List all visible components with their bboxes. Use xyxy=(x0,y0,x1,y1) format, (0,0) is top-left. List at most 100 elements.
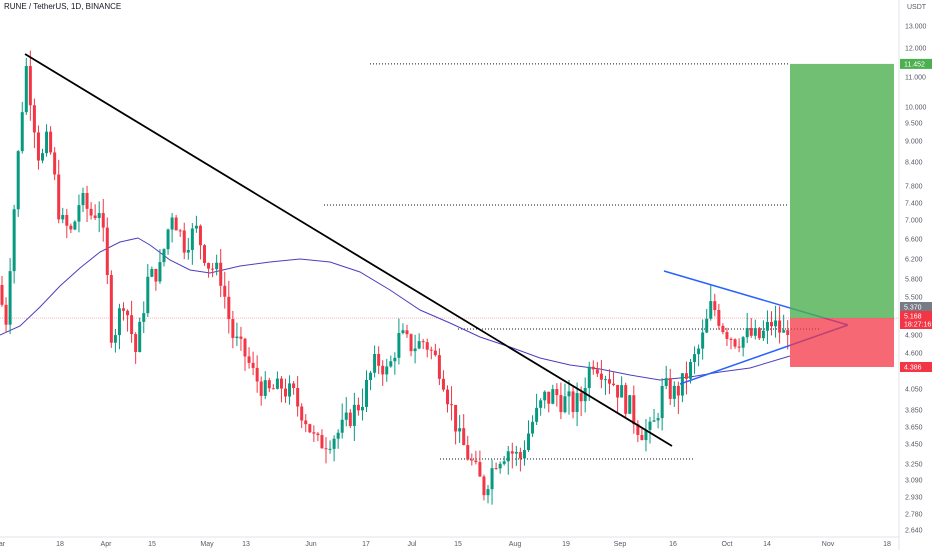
price-badge xyxy=(900,311,932,321)
candle-body xyxy=(413,348,417,352)
candle-body xyxy=(223,285,227,297)
price-tick-label: 2.780 xyxy=(905,512,923,519)
candle-body xyxy=(583,388,587,402)
price-tick-label: 5.500 xyxy=(905,295,923,302)
loss-zone xyxy=(790,318,894,368)
candle-body xyxy=(782,330,786,333)
candle-body xyxy=(61,215,65,220)
price-tick-label: 3.650 xyxy=(905,425,923,432)
candle-body xyxy=(373,353,377,373)
candle-body xyxy=(251,362,255,368)
price-tick-label: 11.000 xyxy=(905,75,926,82)
price-tick-label: 3.450 xyxy=(905,442,923,449)
candle-body xyxy=(518,451,522,459)
candle-body xyxy=(316,433,320,436)
candle-body xyxy=(57,174,61,220)
candle-body xyxy=(198,225,202,246)
candle-body xyxy=(308,424,312,433)
price-badge-label: 11.452 xyxy=(904,61,925,68)
candle-body xyxy=(292,383,296,389)
candle-body xyxy=(429,349,433,351)
candle-body xyxy=(348,412,352,426)
time-tick-label: Nov xyxy=(822,541,835,548)
candle-body xyxy=(563,396,567,413)
candle-body xyxy=(24,66,28,113)
candle-body xyxy=(365,379,368,407)
candle-body xyxy=(774,320,778,327)
candle-body xyxy=(676,385,680,396)
candle-body xyxy=(117,308,121,336)
price-axis[interactable]: 13.000 12.000 11.000 10.000 9.500 9.000 8.400 7… xyxy=(900,24,932,535)
candle-body xyxy=(587,366,591,389)
candle-body xyxy=(454,404,458,432)
candle-body xyxy=(28,66,32,106)
price-badge-label: 18:27:16 xyxy=(904,322,931,329)
candle-body xyxy=(377,353,381,366)
price-badge xyxy=(900,58,932,69)
candle-body xyxy=(73,221,77,230)
candle-body xyxy=(478,462,482,477)
candle-body xyxy=(8,271,12,325)
candle-body xyxy=(713,301,717,310)
candle-body xyxy=(186,249,190,253)
candle-body xyxy=(389,361,393,367)
candle-body xyxy=(591,366,595,370)
candle-body xyxy=(279,378,283,389)
candle-body xyxy=(571,391,575,413)
candle-body xyxy=(664,378,668,387)
candle-body xyxy=(494,468,498,470)
candle-body xyxy=(356,404,360,411)
candle-body xyxy=(203,245,206,263)
candle-body xyxy=(255,367,259,382)
price-tick-label: 9.000 xyxy=(905,139,923,146)
candle-body xyxy=(765,321,769,331)
chart-title: RUNE / TetherUS, 1D, BINANCE xyxy=(4,2,121,11)
candle-body xyxy=(778,320,782,333)
candle-body xyxy=(385,366,389,375)
candle-body xyxy=(146,276,150,314)
moving-average xyxy=(0,237,791,381)
candle-body xyxy=(162,249,166,263)
candle-body xyxy=(36,132,40,161)
candle-body xyxy=(555,389,559,396)
candle-body xyxy=(296,388,300,407)
candle-body xyxy=(16,151,20,210)
candle-body xyxy=(652,420,656,422)
time-tick-label: 13 xyxy=(242,541,250,548)
candle-body xyxy=(705,318,709,333)
time-tick-label: 18 xyxy=(883,541,891,548)
candle-body xyxy=(304,420,308,425)
time-tick-label: Sep xyxy=(614,541,627,548)
candle-body xyxy=(482,476,486,496)
price-tick-label: 4.050 xyxy=(905,387,923,394)
candle-body xyxy=(113,335,117,343)
candle-body xyxy=(462,428,466,446)
candle-body xyxy=(409,334,413,352)
candle-body xyxy=(725,332,729,339)
candle-body xyxy=(543,391,547,401)
candle-body xyxy=(421,341,425,343)
candle-body xyxy=(53,152,57,175)
time-axis[interactable]: ar 18 Apr 15 May 13 Jun 17 Jul 15 Aug 19 Sep 16 Oct 14 N… xyxy=(0,536,899,548)
candle-body xyxy=(737,346,741,348)
price-tick-label: 3.250 xyxy=(905,462,923,469)
candle-body xyxy=(243,338,247,357)
candle-body xyxy=(551,389,555,404)
candle-body xyxy=(502,461,506,464)
candle-body xyxy=(77,205,81,222)
candle-body xyxy=(109,275,113,343)
candle-body xyxy=(405,330,409,335)
candle-body xyxy=(612,383,616,386)
candle-body xyxy=(433,350,437,356)
candle-body xyxy=(632,395,636,425)
long-position-tool[interactable] xyxy=(790,63,894,368)
candle-body xyxy=(693,354,697,362)
candle-body xyxy=(227,296,231,320)
candle-body xyxy=(352,404,356,426)
candle-body xyxy=(401,330,405,334)
candle-body xyxy=(733,339,737,347)
candle-body xyxy=(393,357,397,362)
price-tick-label: 5.800 xyxy=(905,277,923,284)
candle-body xyxy=(49,131,53,153)
